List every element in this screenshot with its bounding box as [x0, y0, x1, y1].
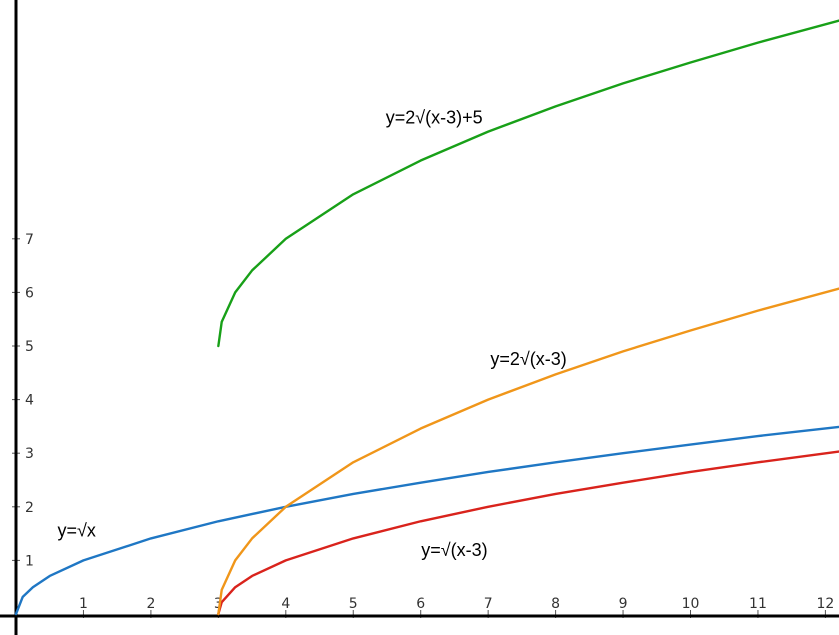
series-line-2: [217, 287, 839, 616]
curve-label-3: y=2√(x-3)+5: [386, 108, 483, 128]
x-tick-label-9: 9: [619, 596, 628, 612]
x-tick-label-3: 3: [214, 596, 223, 612]
y-tick-label-3: 3: [25, 446, 34, 462]
x-tick-label-11: 11: [749, 596, 767, 612]
labels-layer: y=√x y=√(x-3) y=2√(x-3) y=2√(x-3)+5: [58, 108, 567, 561]
series-line-1: [217, 450, 839, 616]
curve-label-0: y=√x: [58, 520, 96, 540]
x-tick-label-8: 8: [551, 596, 560, 612]
x-tick-label-1: 1: [79, 596, 88, 612]
x-tick-label-12: 12: [816, 596, 834, 612]
y-tick-label-7: 7: [25, 232, 34, 248]
x-tick-label-7: 7: [484, 596, 493, 612]
curve-label-1: y=√(x-3): [421, 540, 487, 560]
x-tick-label-4: 4: [281, 596, 290, 612]
series-line-0: [14, 425, 839, 616]
curves-layer: [14, 19, 839, 616]
y-tick-label-2: 2: [25, 500, 34, 516]
y-tick-label-6: 6: [25, 285, 34, 301]
y-tick-label-5: 5: [25, 339, 34, 355]
x-tick-label-2: 2: [146, 596, 155, 612]
x-tick-label-10: 10: [682, 596, 700, 612]
x-tick-label-6: 6: [416, 596, 425, 612]
y-tick-label-4: 4: [25, 393, 34, 409]
curve-label-2: y=2√(x-3): [490, 349, 566, 369]
x-tick-label-5: 5: [349, 596, 358, 612]
series-line-3: [217, 19, 839, 348]
y-tick-label-1: 1: [25, 553, 34, 569]
